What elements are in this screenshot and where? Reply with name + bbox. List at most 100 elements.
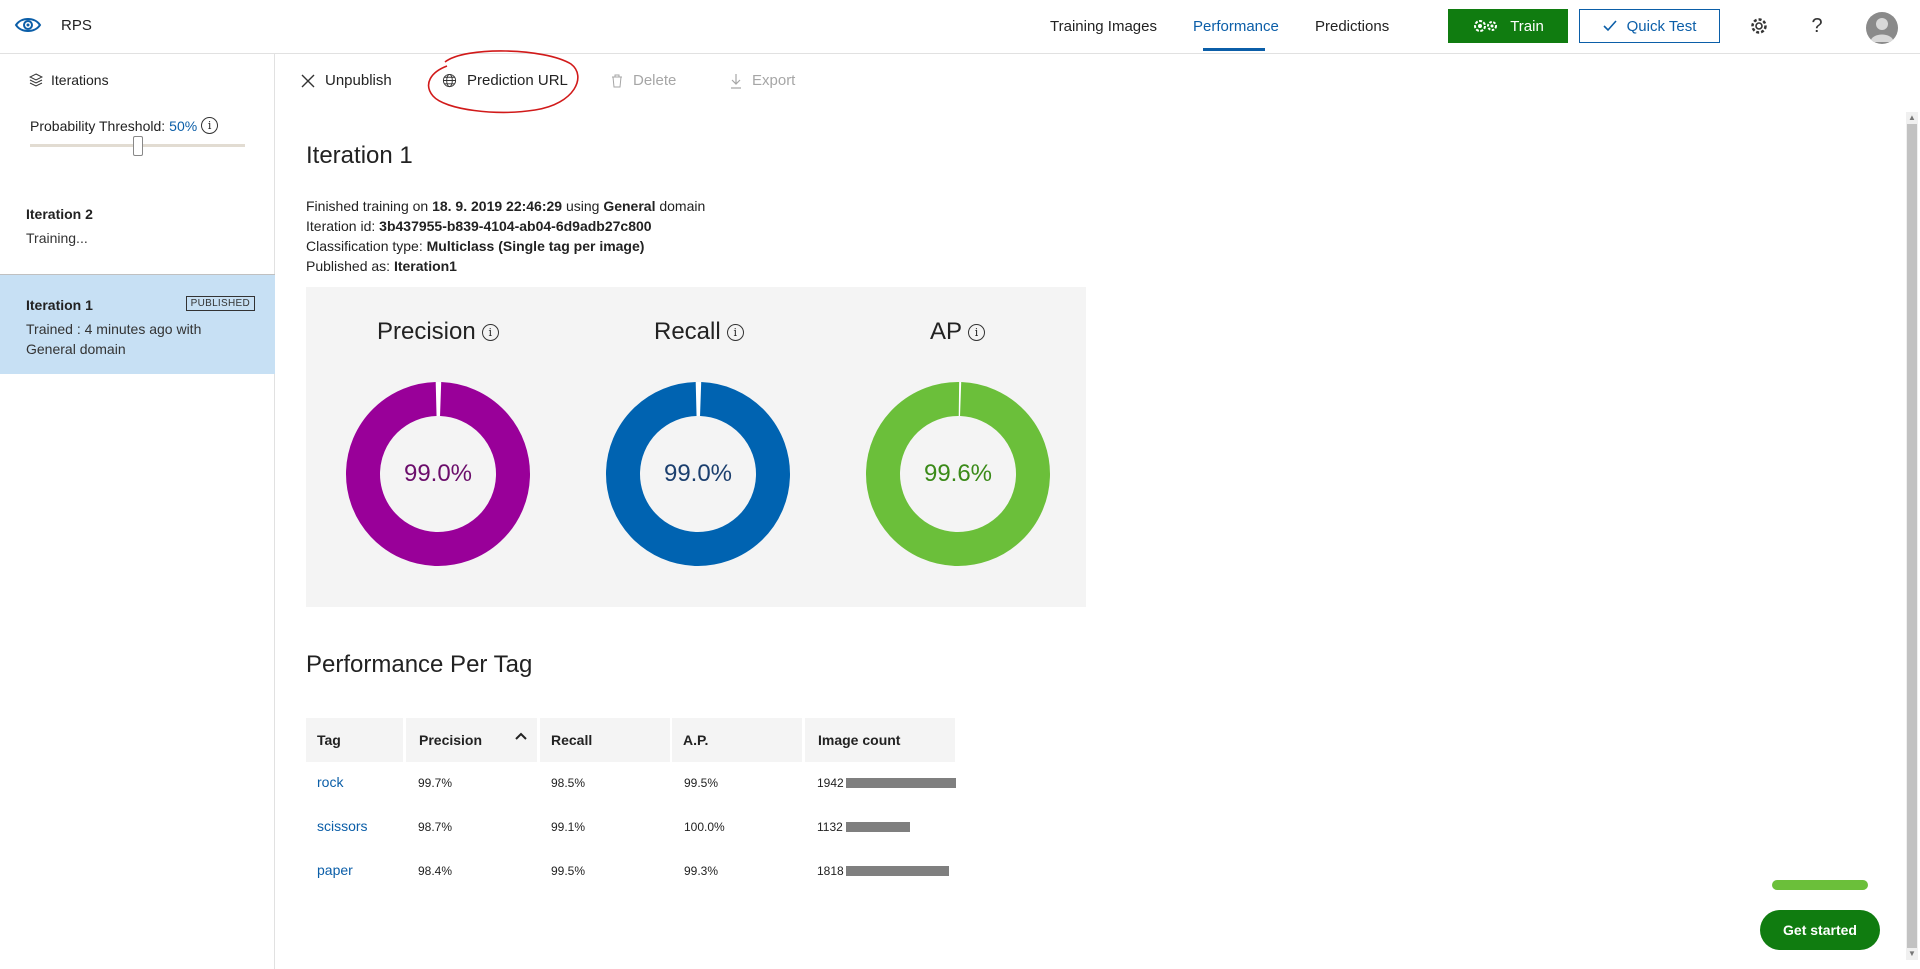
- iterations-header: Iterations: [29, 72, 109, 88]
- tag-ap: 99.5%: [684, 776, 719, 790]
- prediction-url-label: Prediction URL: [467, 72, 568, 89]
- precision-header-label: Precision: [419, 732, 483, 748]
- tag-link-paper[interactable]: paper: [317, 862, 353, 878]
- column-header-tag[interactable]: Tag: [306, 718, 403, 762]
- globe-icon: [442, 73, 457, 88]
- layers-icon: [29, 73, 43, 87]
- info-icon[interactable]: i: [481, 323, 499, 341]
- recall-title: Recall i: [654, 318, 744, 346]
- checkmark-icon: [1603, 20, 1617, 32]
- quick-test-button[interactable]: Quick Test: [1579, 9, 1720, 43]
- tag-recall: 99.5%: [551, 864, 586, 878]
- export-button[interactable]: Export: [730, 72, 795, 89]
- finished-date: 18. 9. 2019 22:46:29: [432, 198, 563, 214]
- train-button[interactable]: Train: [1448, 9, 1568, 43]
- tag-recall: 98.5%: [551, 776, 586, 790]
- tag-image-count: 1818: [817, 864, 844, 878]
- published-label: Published as:: [306, 258, 391, 274]
- unpublish-button[interactable]: Unpublish: [301, 72, 392, 89]
- sort-ascending-icon[interactable]: [515, 732, 527, 740]
- finished-training-line: Finished training on 18. 9. 2019 22:46:2…: [306, 198, 705, 214]
- tab-performance[interactable]: Performance: [1193, 18, 1279, 35]
- finished-suffix: domain: [659, 198, 706, 214]
- scroll-down-arrow-icon[interactable]: ▼: [1908, 949, 1916, 958]
- gears-icon: [1474, 20, 1498, 32]
- tag-image-count: 1132: [817, 820, 843, 834]
- finished-using: using: [565, 198, 600, 214]
- ap-title: AP i: [930, 318, 986, 346]
- trash-icon: [612, 74, 622, 87]
- threshold-label: Probability Threshold:: [30, 117, 166, 134]
- user-avatar[interactable]: [1866, 12, 1898, 44]
- ap-value: 99.6%: [923, 460, 993, 487]
- tag-link-scissors[interactable]: scissors: [317, 818, 368, 834]
- main-scrollbar-thumb[interactable]: [1907, 124, 1917, 948]
- classification-type-line: Classification type: Multiclass (Single …: [306, 238, 644, 254]
- info-icon[interactable]: i: [968, 323, 986, 341]
- active-tab-indicator: [1203, 48, 1265, 51]
- top-header: RPS Training Images Performance Predicti…: [0, 0, 1920, 54]
- tag-precision: 99.7%: [418, 776, 453, 790]
- recall-donut: [606, 382, 790, 566]
- scroll-up-arrow-icon[interactable]: ▲: [1908, 113, 1916, 122]
- info-icon[interactable]: i: [726, 323, 744, 341]
- tag-ap: 100.0%: [684, 820, 725, 834]
- delete-label: Delete: [633, 72, 677, 89]
- precision-value: 99.0%: [403, 460, 473, 487]
- info-icon[interactable]: i: [201, 117, 219, 134]
- column-header-ap[interactable]: A.P.: [672, 718, 802, 762]
- tab-predictions[interactable]: Predictions: [1315, 18, 1390, 35]
- export-label: Export: [752, 72, 796, 89]
- recall-value: 99.0%: [663, 460, 733, 487]
- tag-recall: 99.1%: [551, 820, 586, 834]
- tag-ap: 99.3%: [684, 864, 719, 878]
- unpublish-label: Unpublish: [325, 72, 392, 89]
- finished-domain: General: [603, 198, 656, 214]
- published-as-line: Published as: Iteration1: [306, 258, 457, 274]
- prediction-url-button[interactable]: Prediction URL: [442, 72, 568, 89]
- column-header-precision[interactable]: Precision: [406, 718, 537, 762]
- classification-label: Classification type:: [306, 238, 423, 254]
- tab-training-images[interactable]: Training Images: [1050, 18, 1157, 35]
- tag-link-rock[interactable]: rock: [317, 774, 344, 790]
- iteration-status: Training...: [26, 230, 88, 246]
- threshold-value: 50%: [169, 117, 198, 134]
- precision-label: Precision: [377, 318, 476, 345]
- column-header-recall[interactable]: Recall: [540, 718, 670, 762]
- train-label: Train: [1510, 17, 1544, 35]
- get-started-button[interactable]: Get started: [1760, 910, 1880, 950]
- published-badge: PUBLISHED: [185, 296, 255, 311]
- image-count-bar: [846, 778, 956, 788]
- threshold-slider-handle[interactable]: [132, 136, 143, 156]
- settings-gear-icon[interactable]: [1748, 15, 1770, 37]
- column-header-image-count[interactable]: Image count: [805, 718, 955, 762]
- recall-label: Recall: [654, 318, 721, 345]
- iterations-label: Iterations: [51, 72, 109, 88]
- classification-value: Multiclass (Single tag per image): [426, 238, 645, 254]
- probability-threshold: Probability Threshold: 50% i: [30, 117, 219, 134]
- tag-image-count: 1942: [817, 776, 844, 790]
- ap-donut: [866, 382, 1050, 566]
- help-icon[interactable]: ?: [1811, 14, 1823, 37]
- donut-value-arc: [866, 382, 1050, 566]
- iteration-id-value: 3b437955-b839-4104-ab04-6d9adb27c800: [379, 218, 652, 234]
- performance-per-tag-heading: Performance Per Tag: [306, 651, 533, 678]
- delete-button[interactable]: Delete: [611, 72, 676, 89]
- iteration-title: Iteration 1: [26, 297, 93, 313]
- iteration-domain-line: General domain: [26, 341, 126, 357]
- iteration-heading: Iteration 1: [306, 142, 413, 169]
- eye-logo-icon[interactable]: [14, 13, 42, 37]
- donut-value-arc: [346, 382, 530, 566]
- finished-prefix: Finished training on: [306, 198, 429, 214]
- published-value: Iteration1: [393, 258, 457, 274]
- iteration-item-1[interactable]: Iteration 1 PUBLISHED Trained : 4 minute…: [0, 274, 275, 374]
- iteration-id-label: Iteration id:: [306, 218, 376, 234]
- project-name[interactable]: RPS: [61, 17, 92, 34]
- tag-precision: 98.4%: [418, 864, 453, 878]
- iteration-item-2[interactable]: Iteration 2 Training...: [0, 206, 275, 248]
- precision-title: Precision i: [377, 318, 499, 346]
- precision-donut: [346, 382, 530, 566]
- iteration-trained-line: Trained : 4 minutes ago with: [26, 321, 202, 337]
- ap-label: AP: [930, 318, 963, 345]
- tag-precision: 98.7%: [418, 820, 453, 834]
